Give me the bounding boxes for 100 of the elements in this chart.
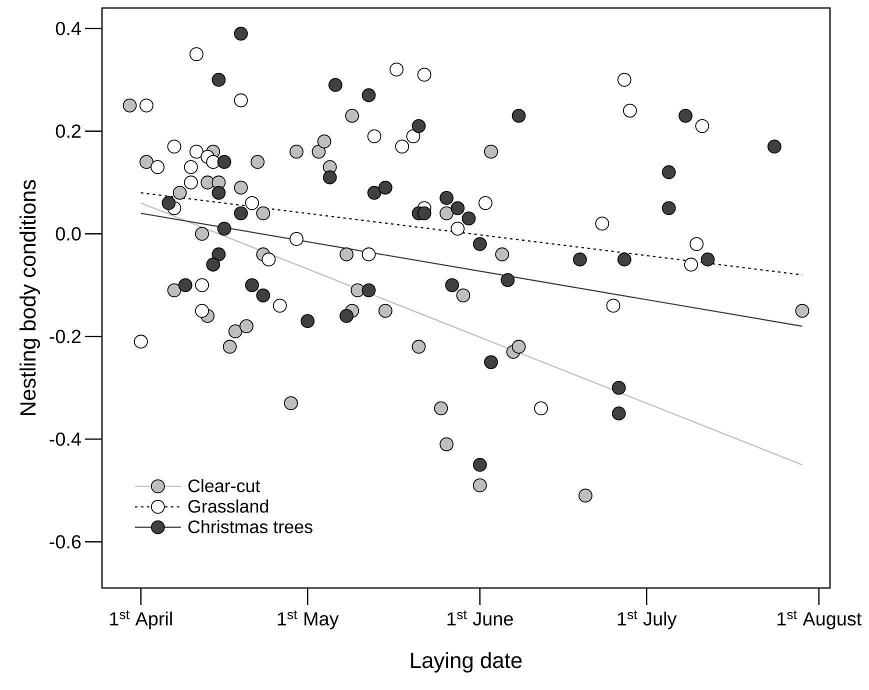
point (184, 176, 198, 190)
point (290, 144, 304, 159)
point (234, 206, 248, 220)
point (206, 258, 220, 272)
point (312, 144, 326, 159)
x-tick-label: 1$^{st}$ May (278, 610, 339, 630)
point (617, 252, 632, 266)
point (440, 190, 454, 205)
y-tick-label: 0.2 (56, 124, 81, 138)
point (328, 78, 342, 92)
x-tick-label: 1$^{st}$ July (618, 610, 677, 630)
point (212, 72, 226, 87)
point (300, 314, 315, 328)
point (256, 288, 270, 302)
point (345, 108, 360, 123)
point (140, 98, 154, 112)
point (234, 26, 248, 41)
point (695, 119, 710, 133)
point (234, 180, 248, 195)
point (245, 278, 259, 292)
point (662, 165, 676, 180)
point (606, 298, 620, 313)
point (456, 288, 470, 302)
legend-label: Christmas trees (188, 520, 312, 534)
point (172, 186, 187, 200)
point (195, 226, 209, 241)
point (367, 129, 382, 144)
point (450, 201, 465, 216)
point (245, 196, 259, 210)
point (622, 104, 637, 118)
point (362, 247, 376, 262)
point (378, 304, 392, 318)
point (122, 98, 137, 112)
point (362, 283, 376, 298)
point (140, 155, 154, 169)
point (272, 298, 287, 313)
point (217, 222, 232, 236)
x-tick-label: 1$^{st}$ April (110, 610, 172, 630)
point (178, 278, 192, 292)
point (395, 140, 410, 154)
point (390, 62, 404, 77)
point (340, 247, 354, 262)
point (240, 319, 254, 334)
point (184, 160, 198, 174)
y-tick-label: -0.2 (50, 330, 81, 344)
point (228, 324, 242, 338)
point (767, 140, 782, 154)
point (595, 216, 610, 231)
point (212, 247, 226, 262)
y-tick-label: 0.0 (56, 227, 81, 241)
point (512, 108, 526, 123)
point (250, 155, 265, 169)
point (690, 237, 704, 252)
y-tick-label: 0.4 (56, 22, 81, 36)
point (417, 206, 432, 220)
point (362, 88, 376, 102)
point (206, 155, 220, 169)
point (678, 108, 692, 123)
point (440, 206, 454, 220)
legend-label: Grassland (188, 500, 268, 513)
point (572, 252, 587, 266)
point (195, 304, 209, 318)
point (534, 401, 548, 416)
point (434, 401, 448, 416)
point (234, 93, 248, 108)
point (200, 176, 215, 190)
point (195, 278, 209, 292)
point (322, 170, 337, 184)
point (795, 304, 810, 318)
y-axis-title: Nestling body conditions (20, 180, 40, 415)
point (612, 380, 626, 395)
x-tick-label: 1$^{st}$ August (778, 610, 862, 630)
point (578, 488, 592, 503)
point (134, 334, 148, 349)
point (412, 119, 426, 133)
point (462, 211, 476, 226)
point (350, 283, 365, 298)
point (212, 186, 226, 200)
point (190, 47, 204, 62)
point (262, 252, 276, 266)
point (512, 340, 526, 354)
point (472, 458, 487, 472)
point (662, 201, 676, 216)
point (367, 186, 382, 200)
point (500, 273, 515, 287)
point (412, 340, 426, 354)
y-tick-label: -0.6 (50, 535, 81, 549)
point (284, 396, 298, 410)
point (150, 160, 165, 174)
point (340, 309, 354, 323)
point (378, 180, 392, 195)
point (217, 155, 232, 169)
y-tick-label: -0.4 (50, 432, 81, 446)
point (290, 232, 304, 246)
x-axis-title: Laying date (411, 652, 522, 673)
legend-label: Clear-cut (188, 479, 260, 492)
point (222, 340, 237, 354)
point (162, 196, 176, 210)
point (495, 247, 510, 262)
point (317, 134, 332, 148)
